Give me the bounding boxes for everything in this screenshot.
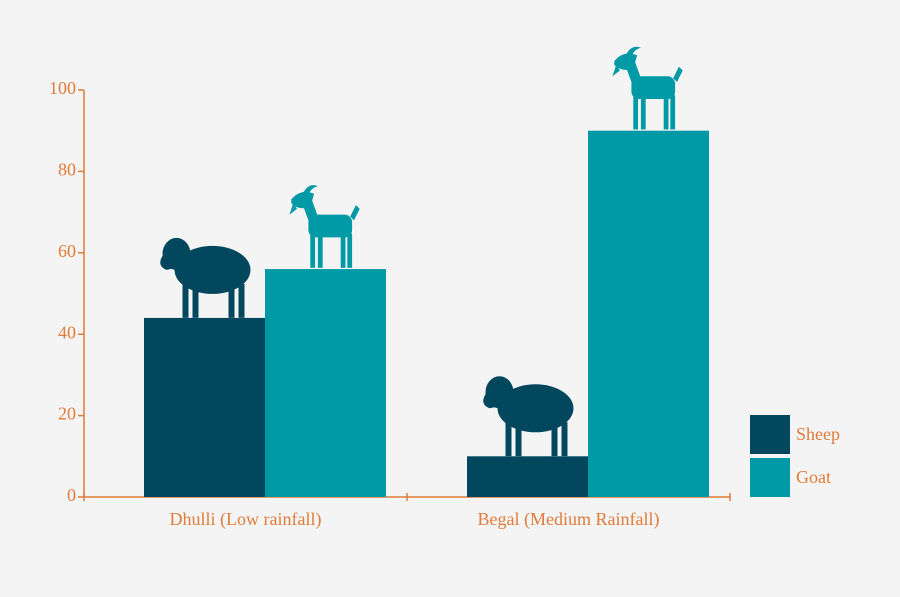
bar [144,317,265,497]
x-tick-label: Dhulli (Low rainfall) [170,509,322,530]
legend-label: Sheep [796,424,840,444]
bar [467,456,588,497]
x-tick-label: Begal (Medium Rainfall) [478,509,660,530]
legend-swatch [750,458,790,497]
animal-icon [483,376,574,457]
legend-label: Goat [796,467,831,487]
y-tick-label: 20 [58,404,76,424]
y-tick-label: 60 [58,241,76,261]
animal-icon [160,237,251,318]
animal-icon [612,46,683,130]
y-tick-label: 40 [58,322,76,342]
y-tick-label: 0 [67,485,76,505]
y-tick-label: 100 [49,78,76,98]
legend-swatch [750,415,790,454]
y-tick-label: 80 [58,160,76,180]
animal-icon [289,185,360,268]
bar [588,130,709,497]
bar [265,269,386,497]
